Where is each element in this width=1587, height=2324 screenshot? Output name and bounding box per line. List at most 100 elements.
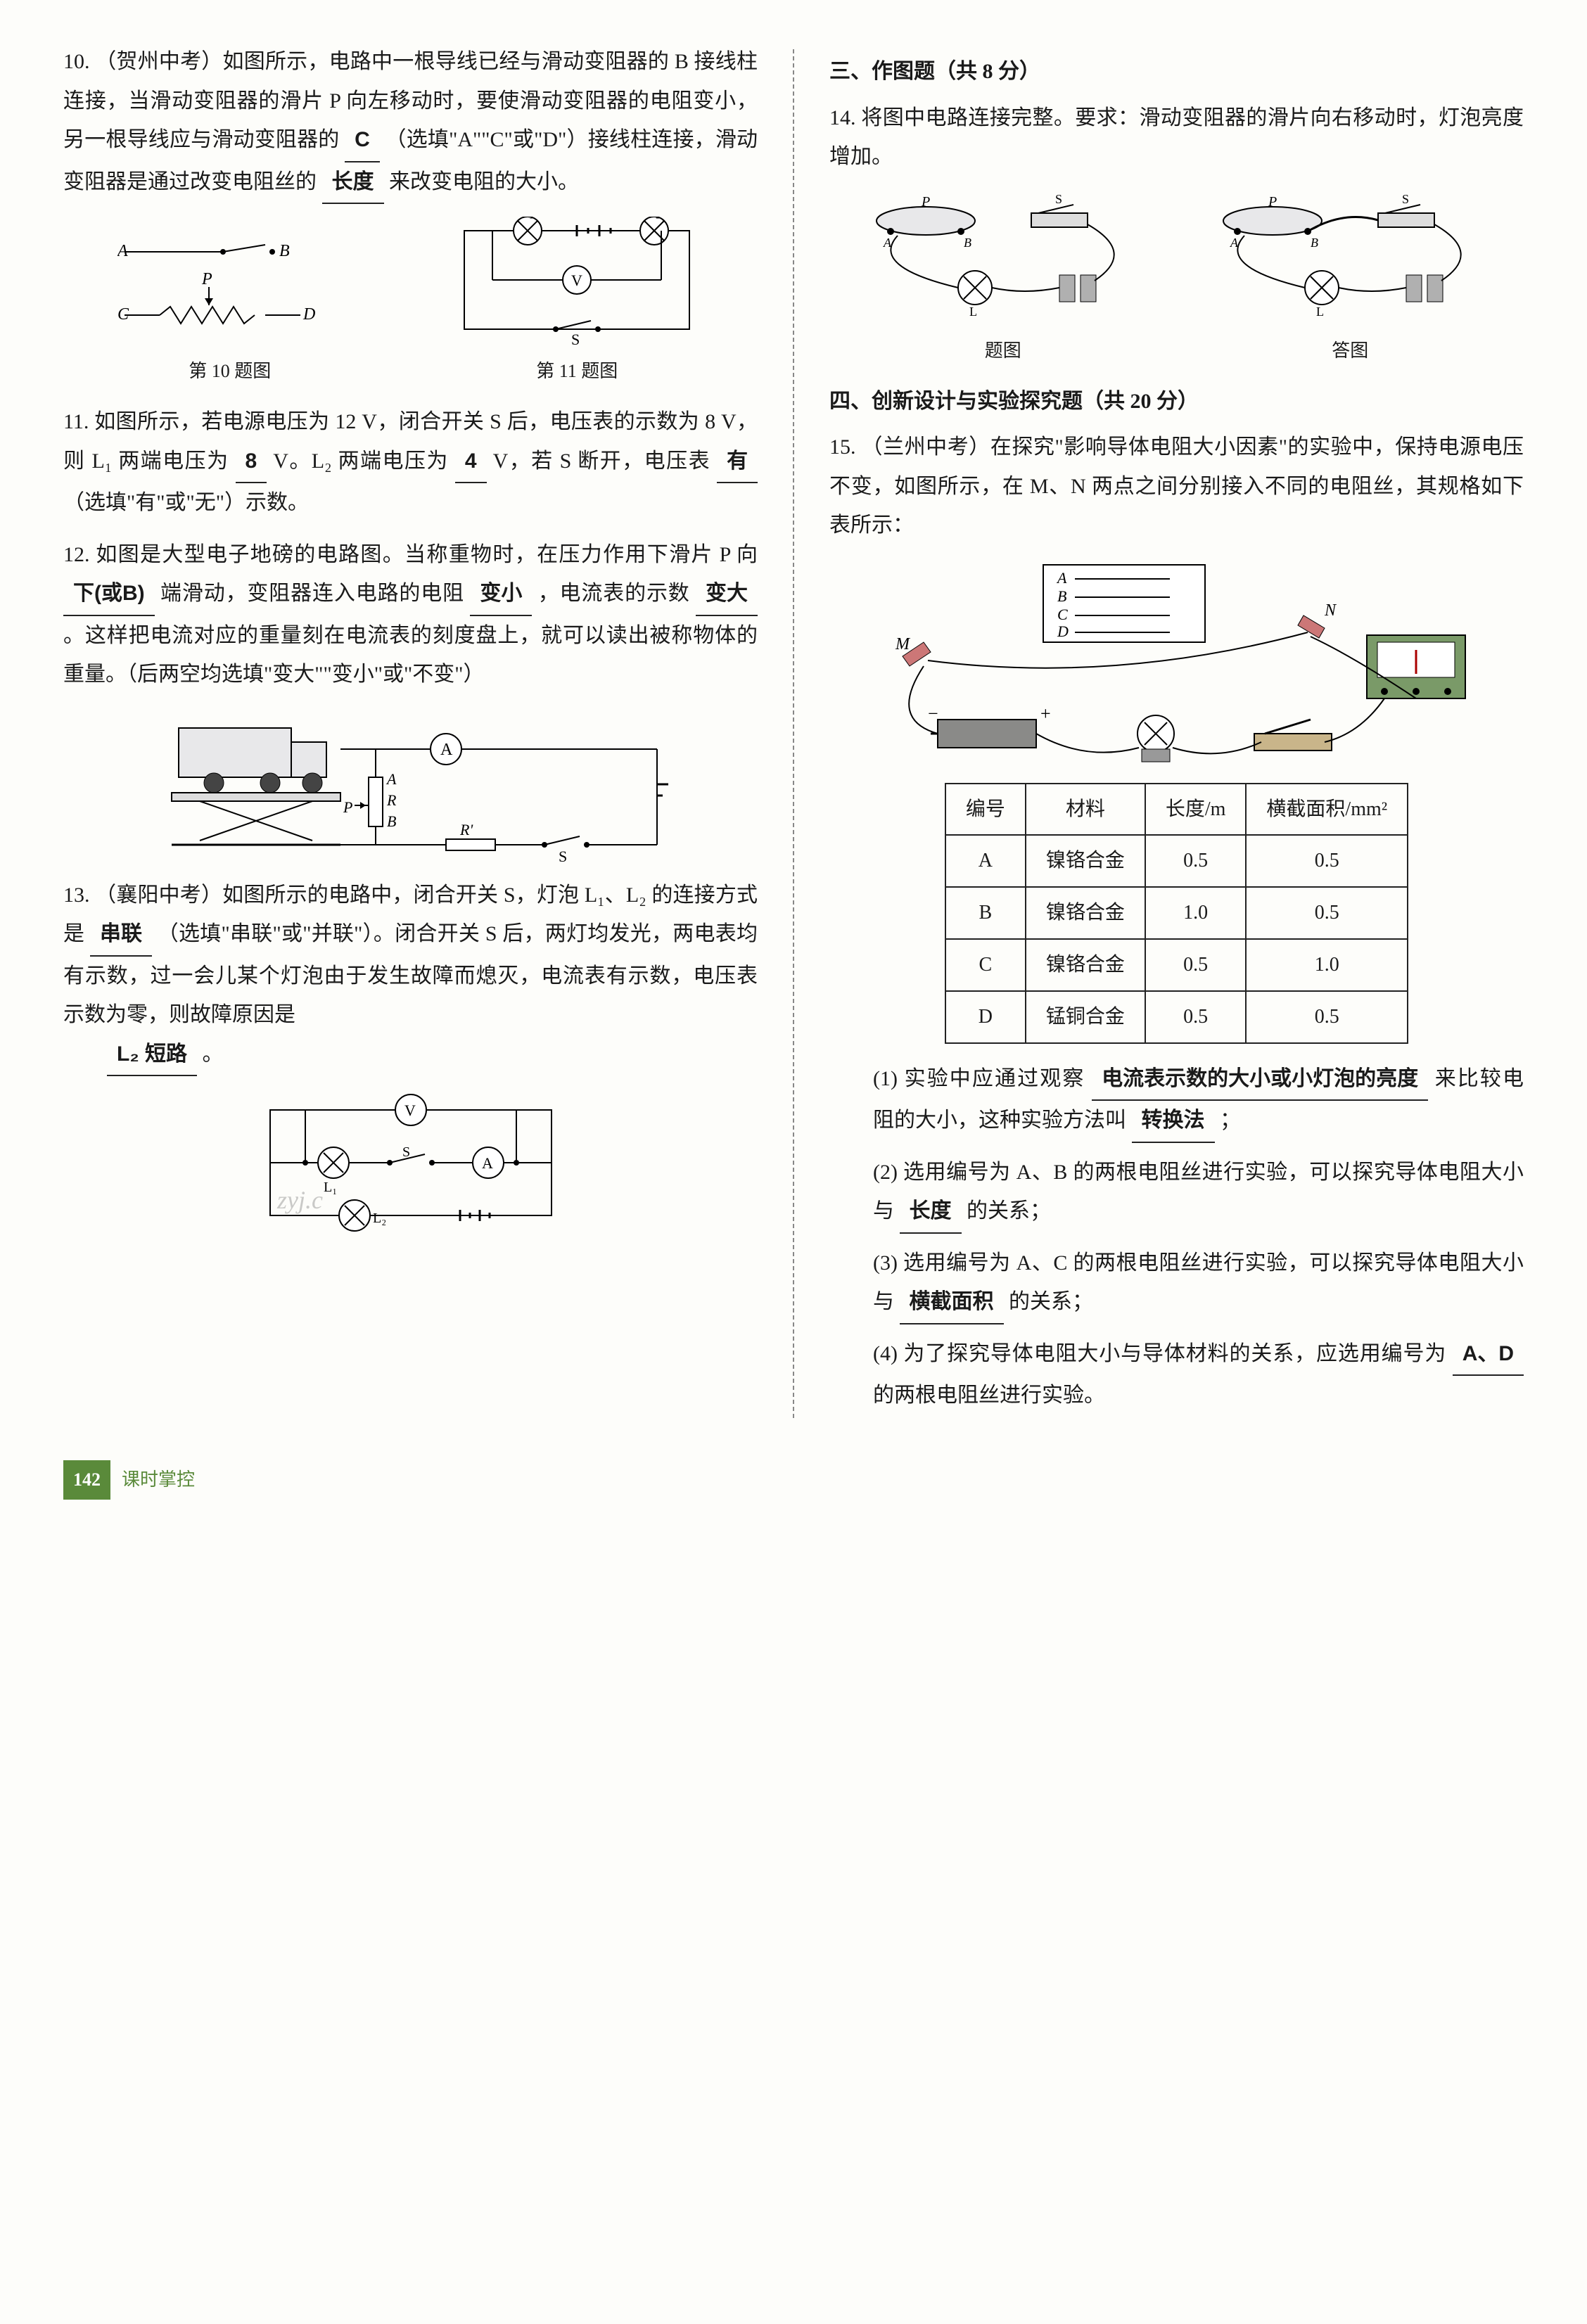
q11-num: 11. [63,410,89,433]
svg-text:V: V [571,272,582,289]
q13-ans1: 串联 [90,914,152,957]
page-footer: 142 课时掌控 [63,1460,1524,1500]
q15-2-label: (2) [873,1161,898,1184]
th-2: 长度/m [1145,784,1247,836]
th-3: 横截面积/mm² [1246,784,1408,836]
table-row: A 镍铬合金 0.5 0.5 [945,835,1408,887]
figure-14-row: P A B S L 题图 [829,189,1524,368]
svg-text:D: D [302,305,315,324]
q12-text-a: 如图是大型电子地磅的电路图。当称重物时，在压力作用下滑片 P 向 [96,543,758,566]
svg-text:A: A [482,1154,493,1172]
svg-text:S: S [1402,192,1409,206]
q13-text-b: （选填"串联"或"并联"）。闭合开关 S 后，两灯均发光，两电表均有示数，过一会… [63,922,758,1026]
q11-ans3: 有 [717,442,758,484]
fig14-left-caption: 题图 [855,334,1151,368]
q15-1-text-a: 实验中应通过观察 [905,1067,1085,1090]
q13-ans2: L₂ 短路 [107,1035,197,1077]
svg-text:L₂: L₂ [646,217,661,219]
q12-text-d: 。这样把电流对应的重量刻在电流表的刻度盘上，就可以读出被称物体的重量。（后两空均… [63,624,758,687]
figure-11: L₁ L₂ V [450,217,703,388]
q10-ans2: 长度 [322,162,384,205]
figure-row-10-11: A B C D P 第 10 题图 [63,217,758,388]
q12-text-b: 端滑动，变阻器连入电路的电阻 [160,582,464,605]
table-row: D 锰铜合金 0.5 0.5 [945,991,1408,1043]
question-15-1: (1) 实验中应通过观察 电流表示数的大小或小灯泡的亮度 来比较电阻的大小，这种… [829,1059,1524,1143]
right-column: 三、作图题（共 8 分） 14. 将图中电路连接完整。要求：滑动变阻器的滑片向右… [829,42,1524,1425]
question-15: 15. （兰州中考）在探究"影响导体电阻大小因素"的实验中，保持电源电压不变，如… [829,428,1524,545]
question-10: 10. （贺州中考）如图所示，电路中一根导线已经与滑动变阻器的 B 接线柱连接，… [63,42,758,204]
page-number: 142 [63,1460,110,1500]
q12-text-c: ，电流表的示数 [538,582,690,605]
q13-text-c: 。 [203,1042,224,1066]
svg-text:V: V [404,1102,416,1119]
svg-text:+: + [1040,703,1051,724]
q12-ans1: 下(或B) [63,574,155,616]
svg-text:A: A [385,770,397,788]
svg-text:L₂: L₂ [373,1211,386,1226]
svg-text:B: B [1057,587,1066,605]
svg-text:S: S [402,1144,410,1160]
q13-num: 13. [63,883,90,907]
svg-text:L₁: L₁ [519,217,534,219]
table-row: B 镍铬合金 1.0 0.5 [945,887,1408,939]
th-0: 编号 [945,784,1026,836]
svg-text:P: P [343,798,352,816]
q11-text-b: V。L₂ 两端电压为 [273,449,449,473]
q12-num: 12. [63,543,90,566]
svg-text:L: L [969,305,977,319]
q15-3-ans1: 横截面积 [900,1282,1004,1324]
svg-text:B: B [1311,236,1318,250]
q15-1-ans1: 电流表示数的大小或小灯泡的亮度 [1092,1059,1428,1102]
figure-15: A B C D M N − + [829,558,1524,769]
q15-1-ans2: 转换法 [1132,1101,1215,1143]
table-row: C 镍铬合金 0.5 1.0 [945,939,1408,991]
section-3-title: 三、作图题（共 8 分） [829,52,1524,91]
question-15-4: (4) 为了探究导体电阻大小与导体材料的关系，应选用编号为 A、D 的两根电阻丝… [829,1334,1524,1415]
q15-text: （兰州中考）在探究"影响导体电阻大小因素"的实验中，保持电源电压不变，如图所示，… [829,435,1524,537]
fig14-right-caption: 答图 [1202,334,1498,368]
svg-text:D: D [1057,622,1069,640]
question-11: 11. 如图所示，若电源电压为 12 V，闭合开关 S 后，电压表的示数为 8 … [63,402,758,523]
svg-text:−: − [928,703,938,724]
fig10-caption: 第 10 题图 [117,355,343,388]
svg-text:B: B [964,236,971,250]
q15-4-text-b: 的两根电阻丝进行实验。 [873,1384,1105,1407]
q15-1-label: (1) [873,1067,898,1090]
svg-text:A: A [1056,569,1067,587]
svg-text:P: P [921,194,930,210]
svg-text:A: A [440,741,453,759]
svg-text:A: A [117,242,128,260]
q11-text-d: （选填"有"或"无"）示数。 [63,491,309,514]
left-column: 10. （贺州中考）如图所示，电路中一根导线已经与滑动变阻器的 B 接线柱连接，… [63,42,758,1425]
th-1: 材料 [1026,784,1145,836]
q15-3-text-b: 的关系； [1009,1290,1093,1313]
footer-text: 课时掌控 [122,1463,195,1497]
svg-text:C: C [117,305,129,324]
q15-4-label: (4) [873,1342,898,1365]
svg-text:S: S [1055,192,1062,206]
q15-4-text-a: 为了探究导体电阻大小与导体材料的关系，应选用编号为 [903,1342,1446,1365]
resistance-table: 编号 材料 长度/m 横截面积/mm² A 镍铬合金 0.5 0.5 B 镍铬合… [945,783,1408,1044]
section-4-title: 四、创新设计与实验探究题（共 20 分） [829,382,1524,421]
q12-ans3: 变大 [696,574,758,616]
svg-text:S: S [559,848,567,862]
svg-text:L₁: L₁ [324,1180,337,1195]
q15-4-ans1: A、D [1453,1334,1524,1377]
figure-10: A B C D P 第 10 题图 [117,224,343,388]
svg-text:R': R' [459,821,473,838]
svg-text:B: B [387,812,396,830]
q14-text: 将图中电路连接完整。要求：滑动变阻器的滑片向右移动时，灯泡亮度增加。 [829,106,1524,169]
question-13: 13. （襄阳中考）如图所示的电路中，闭合开关 S，灯泡 L₁、L₂ 的连接方式… [63,876,758,1077]
question-14: 14. 将图中电路连接完整。要求：滑动变阻器的滑片向右移动时，灯泡亮度增加。 [829,98,1524,177]
svg-text:zyj.c: zyj.c [276,1186,323,1214]
question-15-3: (3) 选用编号为 A、C 的两根电阻丝进行实验，可以探究导体电阻大小与 横截面… [829,1244,1524,1324]
question-12: 12. 如图是大型电子地磅的电路图。当称重物时，在压力作用下滑片 P 向 下(或… [63,535,758,694]
q15-2-text-b: 的关系； [967,1199,1051,1222]
q12-ans2: 变小 [470,574,532,616]
q10-num: 10. [63,50,90,73]
svg-text:B: B [279,242,290,260]
svg-text:R: R [386,791,397,809]
column-divider [793,49,794,1418]
q15-3-label: (3) [873,1251,898,1275]
table-header-row: 编号 材料 长度/m 横截面积/mm² [945,784,1408,836]
